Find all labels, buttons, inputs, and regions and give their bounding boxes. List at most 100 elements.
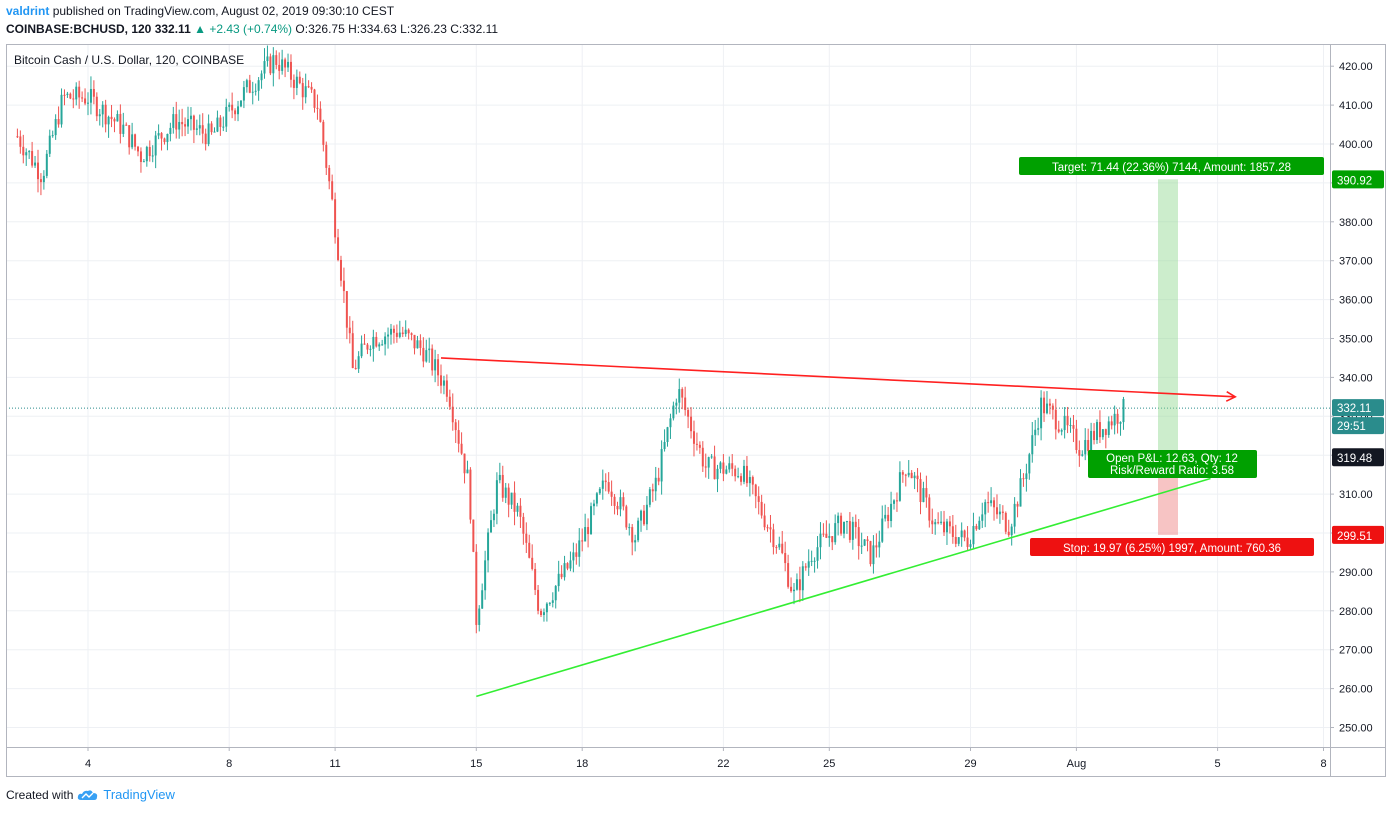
- time-axis[interactable]: 4 8 11 15 18 22 25 29 Aug 5 8: [85, 747, 1327, 770]
- candle-body: [372, 336, 375, 349]
- candle-body: [157, 133, 160, 136]
- candle-body: [1107, 421, 1110, 435]
- candle-body: [631, 527, 634, 543]
- candle-body: [848, 521, 851, 540]
- candle-body: [78, 86, 81, 98]
- chart-title: Bitcoin Cash / U.S. Dollar, 120, COINBAS…: [14, 53, 244, 67]
- candle-body: [519, 505, 522, 517]
- candle-body: [337, 237, 340, 260]
- candle-body: [219, 117, 222, 127]
- candle-body: [410, 333, 413, 335]
- candle-body: [428, 348, 431, 351]
- candle-body: [995, 507, 998, 515]
- candle-body: [625, 506, 628, 528]
- candle-body: [72, 98, 75, 100]
- candle-body: [369, 348, 372, 350]
- y-tick-label: 400.00: [1339, 139, 1373, 151]
- tradingview-brand[interactable]: TradingView: [103, 787, 175, 802]
- y-tick-label: 260.00: [1339, 684, 1373, 696]
- candle-body: [322, 121, 325, 145]
- candle-body: [475, 551, 478, 625]
- cloud-logo-icon: [78, 789, 98, 800]
- candle-body: [63, 94, 66, 96]
- candle-body: [481, 590, 484, 609]
- symbol-name: COINBASE:BCHUSD, 120: [6, 22, 152, 36]
- candle-body: [578, 540, 581, 557]
- candle-body: [804, 566, 807, 568]
- candle-body: [234, 110, 237, 115]
- candle-body: [745, 465, 748, 484]
- candle-body: [751, 477, 754, 485]
- candle-body: [319, 108, 322, 122]
- candle-body: [854, 521, 857, 528]
- candle-body: [172, 114, 175, 128]
- candle-body: [969, 544, 972, 547]
- candle-body: [351, 333, 354, 368]
- candle-body: [507, 487, 510, 505]
- position-labels: Target: 71.44 (22.36%) 7144, Amount: 185…: [1019, 157, 1384, 556]
- candle-body: [48, 135, 51, 154]
- candle-body: [69, 93, 72, 99]
- candle-body: [551, 600, 554, 603]
- candle-body: [454, 422, 457, 431]
- candle-body: [287, 61, 290, 68]
- candle-body: [787, 563, 790, 587]
- candle-body: [1072, 425, 1075, 429]
- candle-body: [284, 59, 287, 68]
- candle-body: [884, 514, 887, 519]
- risk-reward-label: Risk/Reward Ratio: 3.58: [1110, 465, 1234, 477]
- candle-body: [531, 557, 534, 569]
- candle-body: [754, 484, 757, 497]
- candle-body: [704, 466, 707, 468]
- candle-body: [951, 526, 954, 537]
- open-value: 326.75: [308, 22, 345, 36]
- candle-body: [342, 280, 345, 292]
- price-axis[interactable]: 250.00260.00270.00280.00290.00300.00310.…: [1330, 61, 1373, 735]
- candle-body: [1081, 454, 1084, 456]
- candle-body: [828, 536, 831, 538]
- candle-body: [198, 125, 201, 129]
- target-label: Target: 71.44 (22.36%) 7144, Amount: 185…: [1052, 162, 1291, 174]
- candle-body: [687, 410, 690, 417]
- candle-body: [334, 199, 337, 238]
- candle-body: [492, 513, 495, 521]
- candle-body: [637, 520, 640, 541]
- candle-body: [1119, 422, 1122, 424]
- resistance-trendline: [440, 357, 1236, 398]
- candle-body: [187, 119, 190, 127]
- candle-body: [36, 162, 39, 180]
- candle-body: [119, 114, 122, 134]
- candle-body: [813, 560, 816, 562]
- candle-body: [993, 500, 996, 508]
- candle-body: [110, 116, 113, 120]
- candle-body: [784, 552, 787, 564]
- candle-body: [1034, 429, 1037, 436]
- candle-body: [81, 97, 84, 99]
- candle-body: [275, 55, 278, 65]
- candle-body: [681, 389, 684, 398]
- candle-body: [872, 545, 875, 565]
- candle-body: [978, 520, 981, 530]
- candle-body: [451, 406, 454, 423]
- candle-body: [660, 449, 663, 482]
- candle-body: [901, 472, 904, 475]
- author-link[interactable]: valdrint: [6, 4, 50, 18]
- candle-body: [378, 344, 381, 347]
- candle-body: [910, 472, 913, 479]
- candle-body: [1001, 511, 1004, 513]
- candle-body: [987, 502, 990, 504]
- candle-body: [907, 472, 910, 476]
- candle-body: [793, 589, 795, 592]
- candle-body: [181, 121, 184, 125]
- candle-body: [866, 539, 869, 542]
- candle-body: [713, 456, 716, 480]
- created-with-text: Created with: [6, 787, 74, 802]
- candle-body: [725, 469, 728, 474]
- candle-body: [295, 76, 298, 88]
- symbol-info: COINBASE:BCHUSD, 120 332.11 ▲ +2.43 (+0.…: [6, 22, 498, 36]
- candle-body: [698, 444, 701, 448]
- candle-body: [245, 80, 248, 88]
- candle-body: [642, 510, 645, 525]
- up-arrow-icon: ▲: [194, 22, 206, 36]
